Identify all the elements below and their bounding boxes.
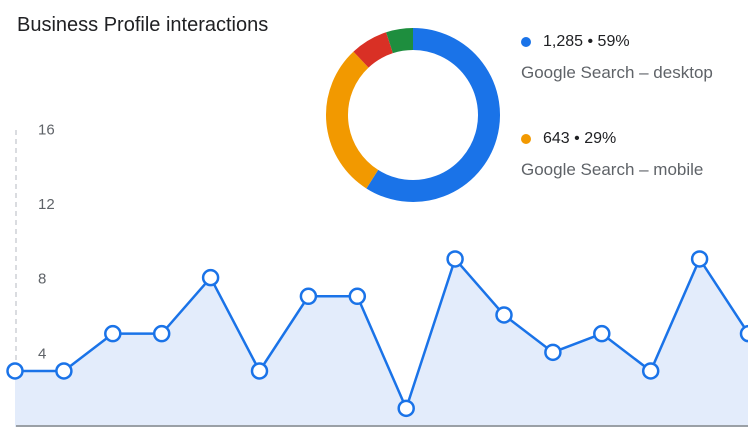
donut-slice [326,51,379,189]
data-point [299,287,318,306]
data-point [593,324,611,343]
data-point [152,324,171,343]
legend-label: Google Search – desktop [521,63,713,82]
data-point [690,250,709,268]
y-tick-label: 12 [38,196,55,213]
data-point [55,362,73,380]
legend-value: 643 [543,130,570,147]
data-point [250,362,269,380]
legend-item-mobile: 643 • 29% Google Search – mobile [521,130,704,179]
data-point [446,250,464,268]
y-tick-label: 8 [38,271,46,288]
data-point [495,306,513,324]
area-fill [15,258,748,427]
legend-item-desktop: 1,285 • 59% Google Search – desktop [521,33,713,82]
series-line [15,256,748,412]
legend-dot [521,134,531,144]
donut-slice [386,28,414,54]
data-point [641,362,660,380]
legend-percent: 29% [584,130,617,147]
donut-slice [366,28,500,202]
y-tick-label: 4 [38,345,46,362]
legend-value: 1,285 [543,33,584,50]
data-point [544,343,562,362]
donut-slice [353,32,394,68]
data-point [201,268,220,287]
y-tick-label: 16 [38,121,55,138]
data-point [348,287,367,306]
legend-dot [521,37,531,47]
data-point [397,399,415,418]
legend-label: Google Search – mobile [521,160,704,179]
data-point [104,324,122,343]
data-point [739,324,748,343]
legend-percent: 59% [597,33,630,50]
data-point [6,362,24,380]
chart-title: Business Profile interactions [17,14,269,36]
